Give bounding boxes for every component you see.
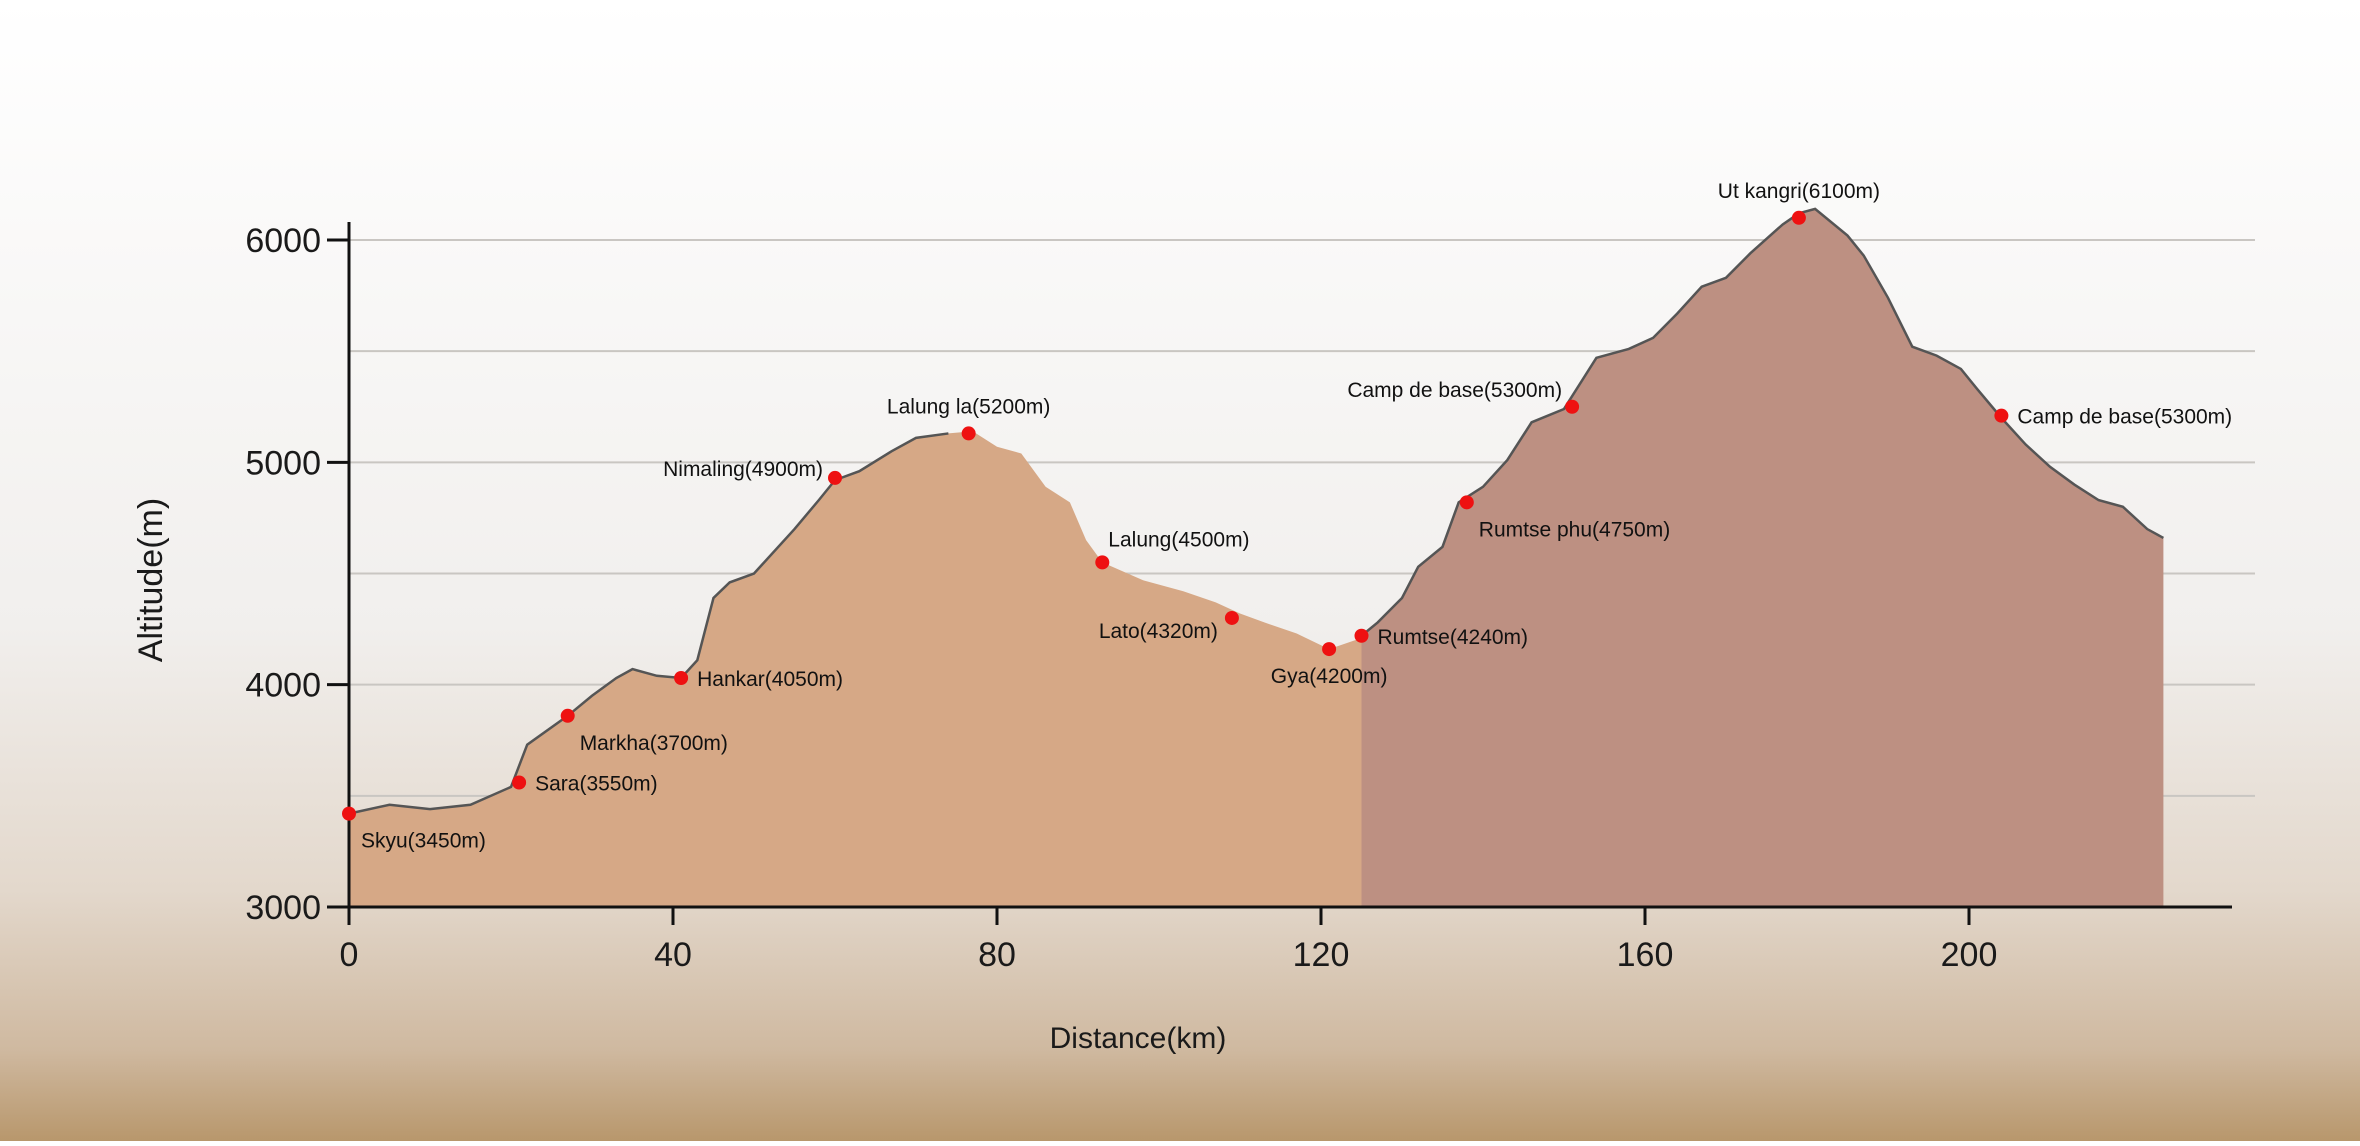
waypoint-label: Camp de base(5300m) [2017, 406, 2232, 429]
waypoint-label: Nimaling(4900m) [663, 458, 823, 481]
x-tick-label: 160 [1617, 936, 1674, 974]
waypoint-marker [674, 670, 689, 685]
waypoint-marker [560, 708, 575, 723]
x-tick-label: 0 [340, 936, 359, 974]
summit-profile-line [1360, 207, 2165, 637]
x-tick-label: 40 [654, 936, 692, 974]
waypoint-label: Lalung(4500m) [1108, 528, 1249, 551]
waypoint-label: Gya(4200m) [1271, 665, 1388, 688]
waypoint-label: Rumtse(4240m) [1378, 626, 1529, 649]
waypoints: Skyu(3450m) Sara(3550m) Markha(3700m) Hanka… [342, 180, 2232, 853]
waypoint-marker [512, 775, 527, 790]
x-tick-label: 80 [978, 936, 1016, 974]
waypoint-label: Markha(3700m) [580, 732, 728, 755]
y-tick-label: 5000 [245, 444, 321, 482]
y-tick-label: 3000 [245, 889, 321, 927]
trek-profile-area [349, 431, 1678, 907]
waypoint-label: Sara(3550m) [535, 772, 658, 795]
y-tick-label: 4000 [245, 667, 321, 705]
waypoint-marker [1354, 628, 1369, 643]
waypoint-marker [1095, 555, 1110, 570]
waypoint-marker [1459, 495, 1474, 510]
waypoint-label: Camp de base(5300m) [1347, 379, 1562, 402]
summit-profile-area [1361, 208, 2164, 907]
waypoint-marker [961, 426, 976, 441]
waypoint-label: Lalung la(5200m) [887, 395, 1050, 418]
waypoint-label: Skyu(3450m) [361, 830, 486, 853]
x-tick-label: 120 [1293, 936, 1350, 974]
waypoint-marker [342, 806, 356, 821]
waypoint-marker [1791, 210, 1806, 225]
waypoint-marker [1322, 642, 1337, 657]
waypoint-marker [1994, 408, 2009, 423]
waypoint-label: Lato(4320m) [1099, 620, 1218, 643]
waypoint-marker [828, 470, 842, 485]
waypoint-label: Rumtse phu(4750m) [1479, 518, 1670, 541]
y-axis-label: Altitude(m) [132, 498, 170, 662]
waypoint-marker [1224, 610, 1239, 625]
x-tick-label: 200 [1941, 936, 1998, 974]
profile-areas [348, 207, 2165, 907]
waypoint-label: Ut kangri(6100m) [1718, 180, 1880, 203]
waypoint-label: Hankar(4050m) [697, 668, 843, 691]
y-tick-label: 6000 [245, 222, 321, 260]
waypoint-marker [1565, 399, 1580, 414]
x-axis-label: Distance(km) [1050, 1022, 1227, 1055]
axes: 3000 4000 5000 6000 0 40 80 120 160 200 [245, 222, 2232, 974]
